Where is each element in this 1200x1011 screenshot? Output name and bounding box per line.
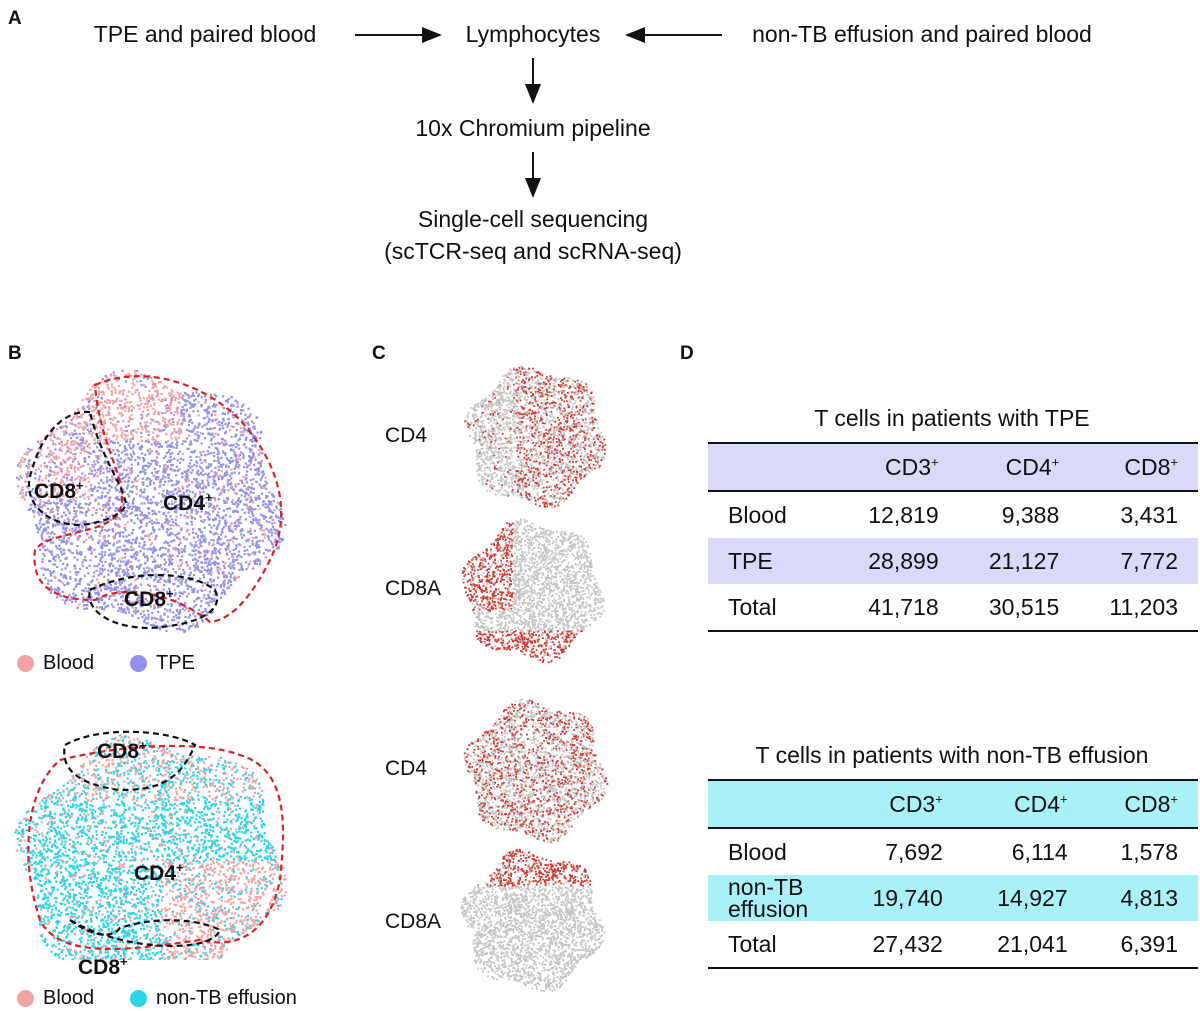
table-nontb: CD3+ CD4+ CD8+ Blood 7,692 6,114 1,578 non-… [708,779,1198,969]
cluster-label-cd4: CD4+ [134,860,184,885]
cd8-outline [88,573,219,630]
panel-label-b: B [8,343,22,364]
table-title: T cells in patients with non-TB effusion [755,742,1149,768]
table-header-row: CD3+ CD4+ CD8+ [708,780,1198,829]
legend-item-tpe: TPE [130,652,195,675]
table-row: TPE 28,899 21,127 7,772 [708,538,1198,584]
table-row: Total 41,718 30,515 11,203 [708,584,1198,632]
table-tpe: CD3+ CD4+ CD8+ Blood 12,819 9,388 3,431 TPE… [708,442,1198,632]
legend-dot-icon [130,655,147,672]
flow-step3-line1: Single-cell sequencing [417,206,649,232]
expression-map-cd8a [461,518,605,664]
flow-step3-line2: (scTCR-seq and scRNA-seq) [384,238,682,264]
cluster-label-cd8: CD8+ [97,738,147,763]
flow-step2: 10x Chromium pipeline [415,115,651,141]
table-title: T cells in patients with TPE [814,405,1090,431]
table-row: Blood 12,819 9,388 3,431 [728,501,1178,528]
gene-label: CD4 [385,757,428,780]
cd4-outline [27,744,285,951]
flow-right: non-TB effusion and paired blood [752,21,1092,47]
tsne-clusters [14,369,287,960]
legend-item-blood: Blood [17,987,94,1010]
legend-dot-icon [130,990,147,1007]
table-row: Total 27,432 21,041 6,391 [708,921,1198,969]
expression-map-cd8a [460,848,606,992]
cd8-outline [63,730,197,792]
panel-label-c: C [372,343,386,364]
table-row: Blood 7,692 6,114 1,578 [728,838,1178,865]
cluster-label-cd4: CD4+ [163,490,213,515]
panel-label-a: A [8,8,22,29]
gene-label: CD8A [385,577,442,600]
cd8-outline [27,410,127,527]
cluster-label-cd8: CD8+ [34,478,84,503]
panel-label-d: D [680,343,694,364]
cluster-label-cd8: CD8+ [78,954,128,979]
gene-label: CD4 [385,424,428,447]
flow-center: Lymphocytes [465,21,601,47]
table-header-row: CD3+ CD4+ CD8+ [708,443,1198,492]
gene-label: CD8A [385,910,442,933]
legend-dot-icon [17,655,34,672]
table-row: non-TB effusion 19,740 14,927 4,813 [708,875,1198,921]
expression-map-cd4 [464,365,607,509]
flow-arrows [355,27,722,198]
gene-expression-maps [460,365,609,992]
legend-item-blood: Blood [17,652,94,675]
flow-left: TPE and paired blood [93,21,317,47]
cluster-label-cd8: CD8+ [124,586,174,611]
expression-map-cd4 [463,698,609,843]
tsne-map-nontb [14,730,287,960]
legend-item-nontb: non-TB effusion [130,987,297,1010]
legend-dot-icon [17,990,34,1007]
tsne-map-tpe [16,369,287,634]
cd8-outline [69,919,222,948]
